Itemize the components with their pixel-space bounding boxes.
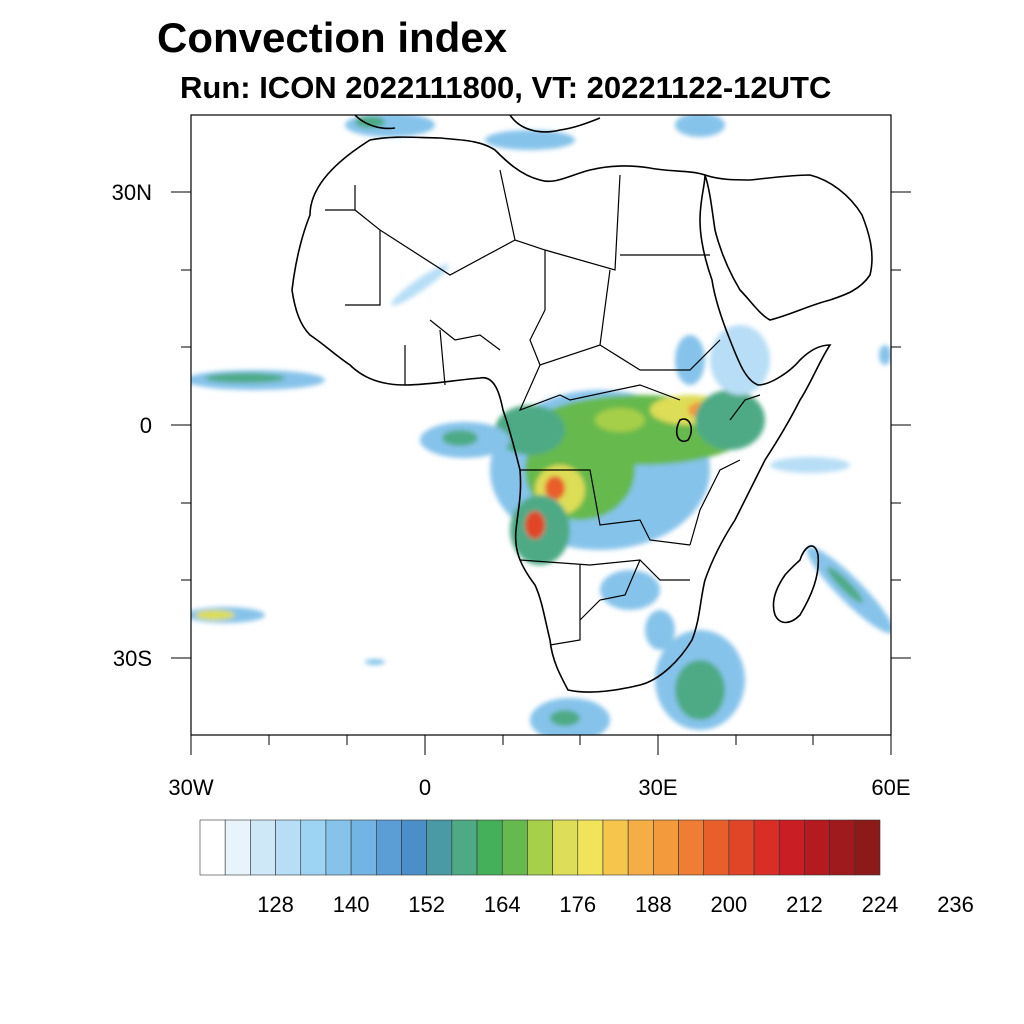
colorbar-swatch <box>728 819 755 876</box>
colorbar-swatch <box>275 819 302 876</box>
colorbar-swatch <box>703 819 730 876</box>
colorbar-tick-label: 200 <box>711 892 748 917</box>
lon-label-30e: 30E <box>638 775 677 800</box>
colorbar-swatch <box>829 819 856 876</box>
colorbar-swatch <box>552 819 579 876</box>
colorbar-swatch <box>325 819 352 876</box>
colorbar <box>199 819 881 876</box>
colorbar-tick-label: 212 <box>786 892 823 917</box>
colorbar-swatch <box>753 819 780 876</box>
colorbar-swatch <box>527 819 553 876</box>
colorbar-swatch <box>653 819 679 876</box>
colorbar-swatch <box>778 819 805 876</box>
colorbar-tick-label: 176 <box>559 892 596 917</box>
colorbar-swatch <box>602 819 629 876</box>
colorbar-swatch <box>854 819 881 876</box>
colorbar-swatch <box>401 819 427 876</box>
colorbar-tick-label: 152 <box>408 892 445 917</box>
lon-label-60e: 60E <box>871 775 910 800</box>
lon-ticks <box>190 735 892 755</box>
lat-label-30s: 30S <box>113 646 152 671</box>
colorbar-swatch <box>627 819 654 876</box>
colorbar-tick-label: 224 <box>862 892 899 917</box>
lat-label-30n: 30N <box>112 180 152 205</box>
chart-subtitle: Run: ICON 2022111800, VT: 20221122-12UTC <box>180 70 832 105</box>
country-borders <box>325 169 761 646</box>
lon-label-30w: 30W <box>168 775 213 800</box>
colorbar-tick-label: 236 <box>937 892 974 917</box>
colorbar-labels: 128 140 152 164 176 188 200 212 224 236 <box>257 892 974 917</box>
convection-field <box>191 115 891 735</box>
colorbar-swatch <box>300 819 327 876</box>
lat-label-0: 0 <box>140 413 152 438</box>
colorbar-tick-label: 188 <box>635 892 672 917</box>
colorbar-tick-label: 164 <box>484 892 521 917</box>
colorbar-swatch <box>199 819 226 876</box>
colorbar-tick-label: 128 <box>257 892 294 917</box>
colorbar-swatch <box>501 819 528 876</box>
colorbar-swatch <box>350 819 377 876</box>
lat-ticks <box>171 191 911 659</box>
colorbar-swatch <box>224 819 251 876</box>
colorbar-swatch <box>804 819 830 876</box>
chart-title: Convection index <box>157 14 508 61</box>
colorbar-swatch <box>451 819 478 876</box>
lon-label-0: 0 <box>419 775 431 800</box>
colorbar-swatch <box>476 819 503 876</box>
colorbar-swatch <box>375 819 402 876</box>
colorbar-swatch <box>577 819 604 876</box>
colorbar-swatch <box>678 819 705 876</box>
colorbar-swatch <box>426 819 453 876</box>
colorbar-swatch <box>250 819 276 876</box>
colorbar-tick-label: 140 <box>333 892 370 917</box>
